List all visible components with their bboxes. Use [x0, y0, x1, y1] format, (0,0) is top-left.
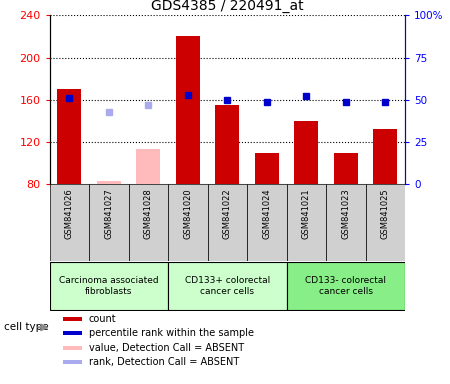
Bar — [168, 184, 207, 261]
Text: CD133- colorectal
cancer cells: CD133- colorectal cancer cells — [305, 276, 386, 296]
Text: GSM841021: GSM841021 — [302, 188, 311, 239]
Bar — [374, 129, 397, 184]
Bar — [287, 262, 405, 310]
Bar — [136, 149, 160, 184]
Bar — [294, 121, 318, 184]
Text: percentile rank within the sample: percentile rank within the sample — [89, 328, 254, 338]
Bar — [334, 152, 358, 184]
Bar — [365, 184, 405, 261]
Text: GSM841022: GSM841022 — [223, 188, 232, 239]
Bar — [207, 184, 247, 261]
Bar — [97, 181, 121, 184]
Text: GSM841023: GSM841023 — [341, 188, 350, 239]
Bar — [50, 262, 168, 310]
Text: GSM841027: GSM841027 — [104, 188, 113, 239]
Bar — [255, 152, 279, 184]
Bar — [168, 262, 287, 310]
Text: GSM841028: GSM841028 — [144, 188, 153, 239]
Title: GDS4385 / 220491_at: GDS4385 / 220491_at — [151, 0, 304, 13]
Bar — [63, 317, 82, 321]
Bar — [216, 105, 239, 184]
Bar — [326, 184, 365, 261]
Text: GSM841024: GSM841024 — [262, 188, 271, 239]
Text: cell type: cell type — [4, 322, 49, 333]
Bar — [129, 184, 168, 261]
Text: rank, Detection Call = ABSENT: rank, Detection Call = ABSENT — [89, 357, 239, 367]
Text: CD133+ colorectal
cancer cells: CD133+ colorectal cancer cells — [184, 276, 270, 296]
Text: value, Detection Call = ABSENT: value, Detection Call = ABSENT — [89, 343, 244, 353]
Bar — [63, 346, 82, 349]
Text: GSM841025: GSM841025 — [381, 188, 390, 239]
Bar — [89, 184, 129, 261]
Bar — [63, 360, 82, 364]
Text: Carcinoma associated
fibroblasts: Carcinoma associated fibroblasts — [59, 276, 158, 296]
Bar — [287, 184, 326, 261]
Bar — [50, 184, 89, 261]
Bar — [58, 89, 81, 184]
Text: count: count — [89, 314, 116, 324]
Bar — [247, 184, 287, 261]
Text: GSM841026: GSM841026 — [65, 188, 74, 239]
Bar — [176, 36, 200, 184]
Bar — [63, 331, 82, 335]
Text: GSM841020: GSM841020 — [183, 188, 192, 239]
